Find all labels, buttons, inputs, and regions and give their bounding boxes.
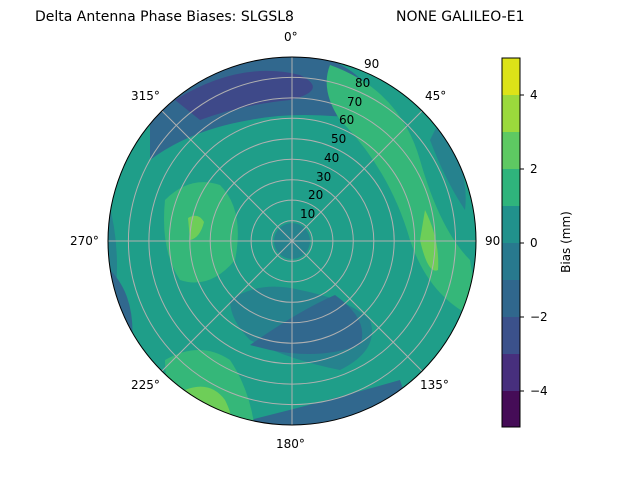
radial-label-70: 70 [347,95,363,109]
radial-label-20: 20 [308,188,324,202]
radial-gridlines [108,57,476,425]
colorbar-tick-0: 0 [530,236,538,250]
polar-frame [107,56,477,426]
angle-label-270: 270° [70,234,99,248]
colorbar-tick-neg4: −4 [530,384,548,398]
angle-label-225: 225° [131,378,160,392]
radial-label-60: 60 [339,113,355,127]
angle-label-0: 0° [284,30,298,44]
radial-label-90: 90 [364,57,380,71]
radial-label-80: 80 [355,76,371,90]
angle-label-180: 180° [276,437,305,451]
angle-label-90: 90 [485,234,501,248]
colorbar-tick-4: 4 [530,88,538,102]
radial-label-10: 10 [300,207,316,221]
radial-label-30: 30 [316,170,332,184]
radial-label-40: 40 [324,151,340,165]
chart-title-left: Delta Antenna Phase Biases: SLGSL8 [35,9,294,25]
angle-label-315: 315° [131,89,160,103]
colorbar-tick-2: 2 [530,162,538,176]
chart-title-right: NONE GALILEO-E1 [396,9,525,25]
radial-label-50: 50 [331,132,347,146]
colorbar-tick-neg2: −2 [530,310,548,324]
colorbar [501,57,524,428]
angle-label-45: 45° [425,89,447,103]
colorbar-label: Bias (mm) [559,211,573,273]
angle-label-135: 135° [420,378,449,392]
